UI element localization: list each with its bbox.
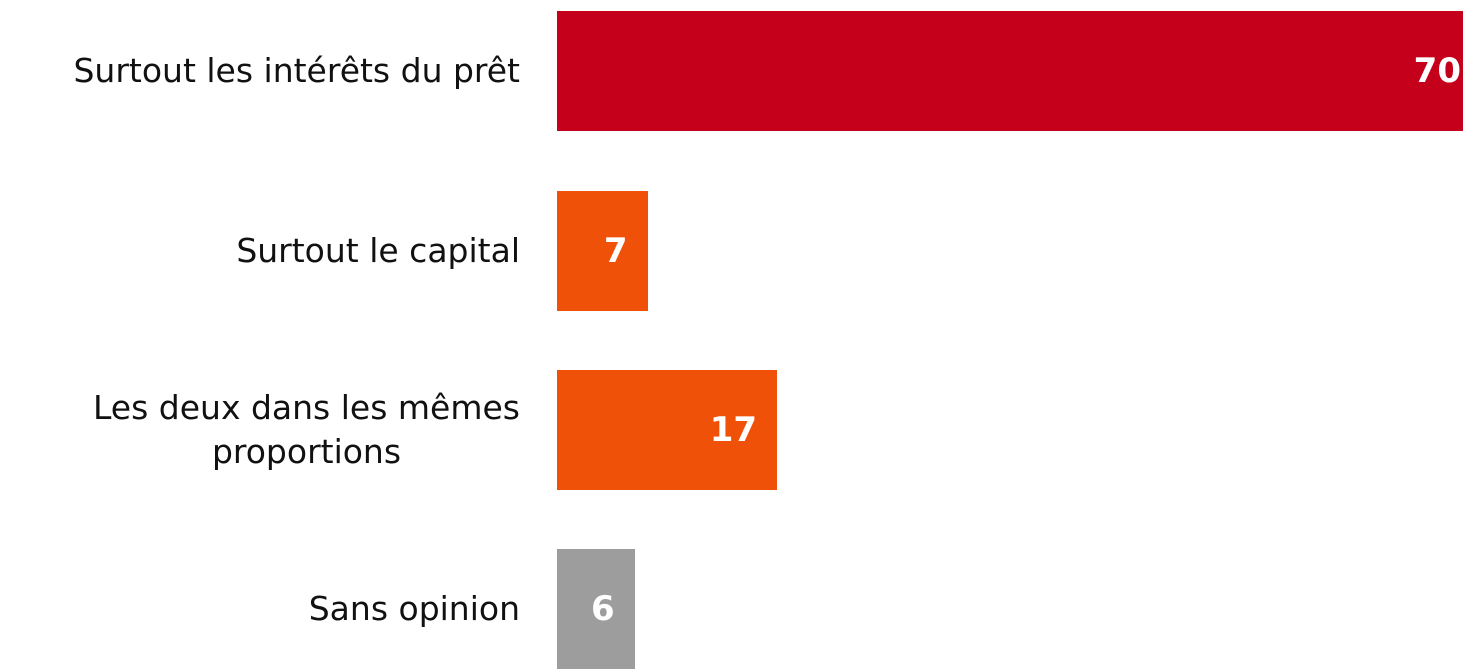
- category-label: Les deux dans les mêmes proportions: [10, 370, 520, 490]
- category-label-line: Surtout le capital: [236, 231, 520, 270]
- value-label: 7: [603, 231, 628, 271]
- bar: [557, 11, 1463, 131]
- category-label-line: Sans opinion: [308, 589, 520, 628]
- value-label: 70: [1413, 51, 1461, 91]
- bar: [557, 549, 635, 669]
- category-label-line: proportions: [211, 432, 402, 471]
- bar: [557, 191, 648, 311]
- category-label-text: Les deux dans les mêmes proportions: [93, 386, 520, 474]
- category-label-text: Surtout les intérêts du prêt: [73, 49, 520, 93]
- category-label: Sans opinion: [10, 549, 520, 669]
- value-label: 6: [590, 589, 615, 629]
- category-label-line: Les deux dans les mêmes: [93, 388, 520, 427]
- category-label-text: Sans opinion: [309, 587, 520, 631]
- category-label: Surtout les intérêts du prêt: [10, 11, 520, 131]
- category-label: Surtout le capital: [10, 191, 520, 311]
- category-label-text: Surtout le capital: [236, 229, 520, 273]
- category-label-line: Surtout les intérêts du prêt: [73, 51, 520, 90]
- value-label: 17: [709, 410, 758, 450]
- bar: [557, 370, 778, 490]
